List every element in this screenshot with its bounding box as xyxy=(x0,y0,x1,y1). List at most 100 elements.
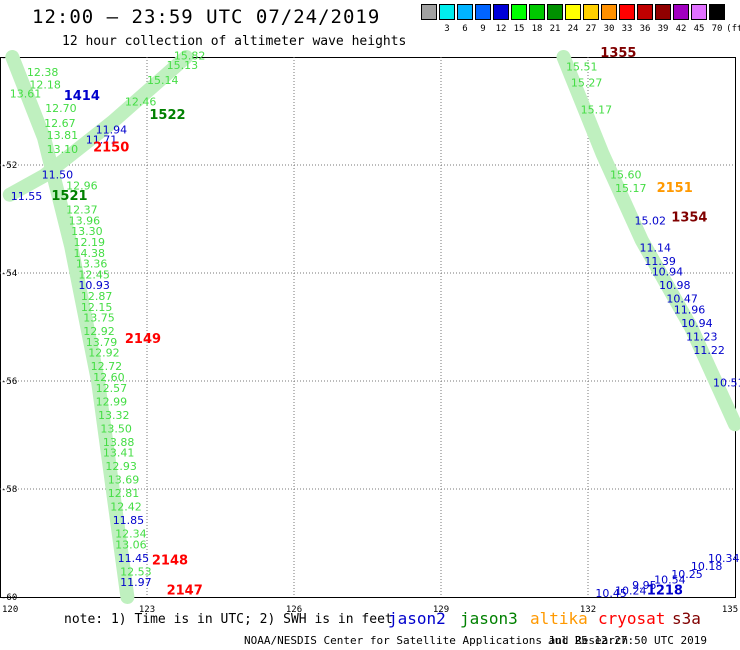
wave-height-reading: 10.45 xyxy=(595,587,627,600)
scale-label: 70 xyxy=(711,24,723,34)
satellite-legend-s3a: s3a xyxy=(672,609,701,628)
map-title: 12:00 — 23:59 UTC 07/24/2019 xyxy=(32,6,381,28)
wave-height-reading: 15.60 xyxy=(610,169,642,182)
wave-height-reading: 10.25 xyxy=(671,568,703,581)
footer-credit: NOAA/NESDIS Center for Satellite Applica… xyxy=(244,634,629,647)
scale-swatch xyxy=(511,4,527,20)
track-id-label: 1522 xyxy=(149,108,185,123)
lon-tick-label: 129 xyxy=(433,605,449,615)
wave-height-reading: 12.46 xyxy=(125,96,156,109)
scale-swatch xyxy=(565,4,581,20)
wave-height-reading: 12.18 xyxy=(29,78,61,91)
scale-swatch xyxy=(655,4,671,20)
wave-height-reading: 15.82 xyxy=(174,50,206,63)
track-id-label: 2148 xyxy=(152,554,188,569)
lat-tick-label: -52 xyxy=(1,161,17,171)
scale-label: 3 xyxy=(444,24,450,34)
lat-tick-label: -60 xyxy=(1,593,17,603)
lon-tick-label: 120 xyxy=(2,605,18,615)
wave-height-reading: 12.70 xyxy=(45,102,77,115)
scale-unit: (ft) xyxy=(726,24,740,34)
wave-height-reading: 10.93 xyxy=(78,279,110,292)
satellite-legend-jason3: jason3 xyxy=(460,609,518,628)
wave-height-reading: 12.60 xyxy=(93,371,125,384)
wave-height-reading: 12.72 xyxy=(91,360,123,373)
lon-tick-label: 126 xyxy=(286,605,302,615)
wave-height-reading: 11.14 xyxy=(640,241,672,254)
swath-band xyxy=(556,50,740,432)
wave-height-reading: 13.61 xyxy=(10,88,42,101)
scale-swatch xyxy=(547,4,563,20)
wave-height-reading: 11.55 xyxy=(11,190,43,203)
wave-height-reading: 13.50 xyxy=(100,422,131,435)
wave-height-reading: 12.67 xyxy=(44,117,76,130)
scale-label: 21 xyxy=(549,24,561,34)
track-id-label: 1355 xyxy=(600,46,636,61)
wave-height-reading: 13.75 xyxy=(83,312,115,325)
lat-tick-label: -54 xyxy=(1,269,17,279)
wave-height-reading: 15.51 xyxy=(566,61,598,74)
track-id-label: 1218 xyxy=(647,583,683,598)
scale-label: 9 xyxy=(480,24,486,34)
track-id-label: 1521 xyxy=(51,189,87,204)
wave-height-reading: 12.92 xyxy=(83,325,115,338)
wave-height-reading: 11.50 xyxy=(42,169,74,182)
scale-swatch xyxy=(691,4,707,20)
wave-height-reading: 13.36 xyxy=(76,258,108,271)
wave-height-reading: 15.02 xyxy=(635,214,667,227)
scale-swatch xyxy=(475,4,491,20)
satellite-legend-altika: altika xyxy=(530,609,588,628)
wave-height-reading: 10.94 xyxy=(652,266,684,279)
scale-label: 24 xyxy=(567,24,579,34)
wave-height-reading: 12.45 xyxy=(78,268,110,281)
wave-height-reading: 11.97 xyxy=(120,576,152,589)
wave-height-reading: 12.99 xyxy=(96,395,128,408)
wave-height-reading: 10.51 xyxy=(713,376,740,389)
scale-label: 18 xyxy=(531,24,543,34)
wave-height-reading: 15.17 xyxy=(581,104,613,117)
lon-tick-label: 123 xyxy=(139,605,155,615)
scale-label: 6 xyxy=(462,24,468,34)
wave-height-reading: 13.06 xyxy=(115,538,147,551)
wave-height-reading: 12.42 xyxy=(110,501,142,514)
wave-height-reading: 11.22 xyxy=(693,344,725,357)
lon-tick-label: 135 xyxy=(722,605,738,615)
wave-height-reading: 10.94 xyxy=(681,317,713,330)
scale-swatch xyxy=(601,4,617,20)
wave-height-reading: 12.96 xyxy=(66,179,98,192)
lon-tick-label: 132 xyxy=(580,605,596,615)
satellite-swaths xyxy=(2,50,740,604)
scale-label: 39 xyxy=(657,24,669,34)
wave-height-reading: 13.88 xyxy=(103,436,134,449)
track-id-label: 1354 xyxy=(671,211,707,226)
scale-label: 30 xyxy=(603,24,615,34)
scale-swatch xyxy=(439,4,455,20)
scale-label: 12 xyxy=(495,24,507,34)
track-id-label: 2151 xyxy=(657,181,693,196)
satellite-legend-jason2: jason2 xyxy=(388,609,446,628)
wave-height-reading: 11.39 xyxy=(644,255,676,268)
scale-swatch xyxy=(493,4,509,20)
scale-swatch xyxy=(457,4,473,20)
wave-height-reading: 11.94 xyxy=(96,124,128,137)
wave-height-reading: 13.96 xyxy=(69,214,101,227)
wave-height-reading: 11.45 xyxy=(118,552,150,565)
wave-height-reading: 15.27 xyxy=(571,77,603,90)
scale-label: 42 xyxy=(675,24,687,34)
wave-height-reading: 10.98 xyxy=(659,279,691,292)
wave-height-reading: 10.18 xyxy=(691,560,723,573)
wave-height-reading: 12.87 xyxy=(81,290,113,303)
scale-swatch xyxy=(529,4,545,20)
scale-label: 27 xyxy=(585,24,597,34)
wave-height-reading: 12.93 xyxy=(105,460,136,473)
wave-height-reading: 13.79 xyxy=(86,336,118,349)
satellite-legend-cryosat: cryosat xyxy=(598,609,666,628)
wave-height-reading: 11.85 xyxy=(113,514,145,527)
wave-height-reading: 15.17 xyxy=(615,182,647,195)
wave-height-reading: 12.37 xyxy=(66,204,98,217)
wave-height-reading: 12.15 xyxy=(81,301,113,314)
wave-height-reading: 14.38 xyxy=(74,247,106,260)
wave-height-reading: 13.69 xyxy=(108,474,140,487)
